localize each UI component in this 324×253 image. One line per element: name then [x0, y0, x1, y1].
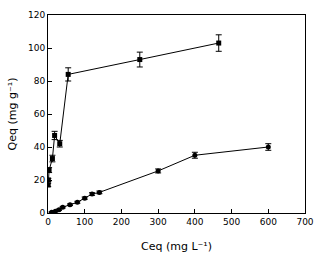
svg-text:0: 0	[45, 217, 51, 227]
svg-text:300: 300	[150, 217, 167, 227]
svg-text:20: 20	[34, 175, 46, 185]
svg-text:80: 80	[34, 76, 46, 86]
svg-text:120: 120	[28, 10, 45, 20]
svg-text:60: 60	[34, 109, 46, 119]
svg-text:Ceq (mg L⁻¹): Ceq (mg L⁻¹)	[141, 240, 212, 253]
svg-text:400: 400	[186, 217, 203, 227]
svg-text:200: 200	[113, 217, 130, 227]
svg-text:Qeq (mg g⁻¹): Qeq (mg g⁻¹)	[6, 78, 19, 151]
svg-text:500: 500	[223, 217, 240, 227]
svg-text:0: 0	[39, 208, 45, 218]
svg-text:700: 700	[296, 217, 313, 227]
svg-text:40: 40	[34, 142, 46, 152]
svg-text:100: 100	[28, 43, 45, 53]
svg-text:100: 100	[76, 217, 93, 227]
svg-text:600: 600	[260, 217, 277, 227]
